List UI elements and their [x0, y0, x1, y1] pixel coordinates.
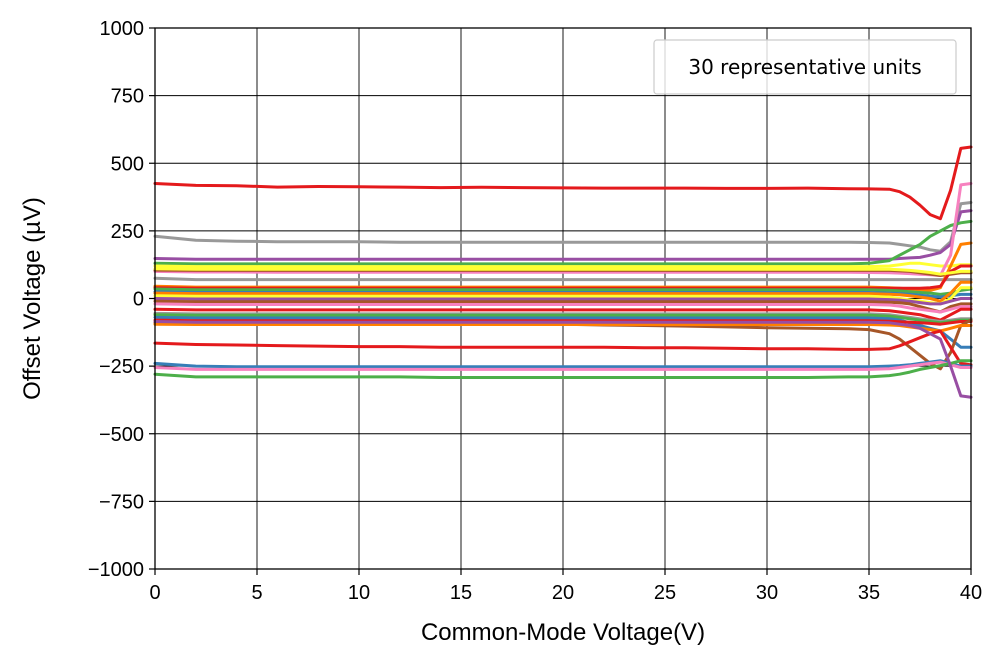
series-line-unit-15	[153, 297, 973, 306]
series-line-unit-11	[153, 287, 973, 296]
axis-ticks: 0 5 10 15 20 25 30 35 40 −1000 −750 −500 −250 0 250 500…	[88, 18, 982, 604]
x-tick-label: 20	[552, 582, 574, 604]
x-tick-label: 0	[149, 582, 160, 604]
series-line-unit-25	[153, 329, 973, 367]
y-tick-label: 250	[111, 221, 144, 243]
legend: 30 representative units	[653, 39, 957, 95]
series-line-unit-01	[153, 145, 973, 221]
series-line-unit-16	[153, 299, 973, 314]
series-line-unit-28	[153, 359, 973, 379]
series-line-unit-17	[153, 302, 973, 314]
series-line-unit-22	[153, 318, 973, 326]
series-lines	[153, 145, 973, 399]
series-line-unit-04	[153, 219, 973, 266]
x-tick-label: 10	[348, 582, 370, 604]
series-line-unit-24	[153, 322, 973, 333]
x-tick-label: 40	[960, 582, 982, 604]
x-tick-label: 35	[858, 582, 880, 604]
y-tick-label: 750	[111, 86, 144, 108]
y-tick-label: −500	[99, 424, 144, 446]
series-line-unit-05	[153, 261, 973, 269]
series-line-unit-27	[153, 360, 973, 371]
series-line-unit-08	[153, 276, 973, 282]
series-line-unit-13	[153, 280, 973, 303]
series-line-unit-10	[153, 264, 973, 290]
y-tick-label: −750	[99, 491, 144, 513]
series-line-unit-03	[153, 209, 973, 261]
y-tick-label: 1000	[100, 18, 145, 40]
x-tick-label: 15	[450, 582, 472, 604]
legend-box	[653, 39, 957, 95]
y-tick-label: −1000	[88, 559, 144, 581]
series-line-unit-20	[153, 313, 973, 325]
legend-text: 30 representative units	[688, 55, 921, 79]
x-tick-label: 25	[654, 582, 676, 604]
series-line-unit-18	[153, 307, 973, 322]
y-axis-label: Offset Voltage (µV)	[19, 197, 46, 400]
series-line-unit-29	[153, 320, 973, 399]
series-line-unit-21	[153, 315, 973, 349]
series-line-unit-02	[153, 201, 973, 253]
series-line-unit-30	[153, 267, 973, 276]
x-tick-label: 5	[251, 582, 262, 604]
y-tick-label: 0	[133, 289, 144, 311]
x-axis-label: Common-Mode Voltage(V)	[421, 619, 705, 646]
x-tick-label: 30	[756, 582, 778, 604]
y-tick-label: 500	[111, 153, 144, 175]
y-tick-label: −250	[99, 356, 144, 378]
